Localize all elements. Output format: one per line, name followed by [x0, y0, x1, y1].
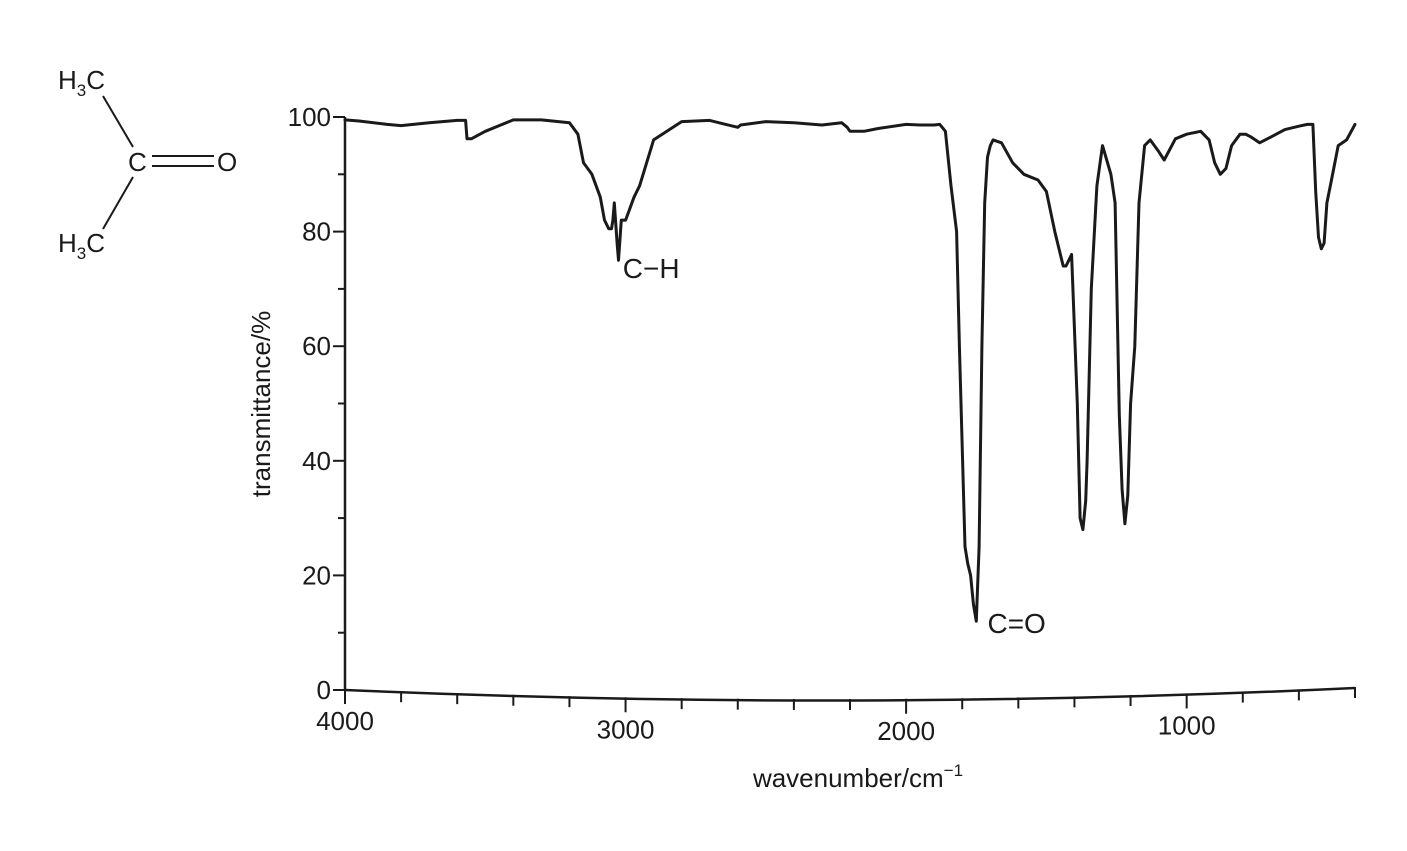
- y-tick-label: 0: [317, 675, 331, 705]
- methyl-bottom-label: H3C: [58, 228, 105, 263]
- methyl-top-label: H3C: [58, 65, 105, 100]
- y-tick-label: 80: [302, 217, 331, 247]
- y-axis-title: transmittance/%: [246, 311, 276, 497]
- x-axis-title-superscript: −1: [944, 761, 963, 780]
- peak-annotations: C−H C=O: [623, 253, 1046, 639]
- x-axis-ticks: 4000 3000 2000 1000: [316, 687, 1356, 746]
- y-tick-label: 20: [302, 560, 331, 590]
- x-tick-label: 3000: [597, 714, 655, 744]
- transmittance-series-line: [343, 118, 1357, 623]
- bond-bottom-methyl: [102, 176, 134, 230]
- bond-top-methyl: [102, 95, 134, 148]
- y-tick-label: 60: [302, 331, 331, 361]
- x-tick-label: 1000: [1158, 710, 1216, 740]
- methyl-bottom-subscript: 3: [77, 244, 86, 263]
- methyl-top-h: H: [58, 65, 77, 95]
- methyl-bottom-h: H: [58, 228, 77, 258]
- x-axis-line: [344, 686, 1356, 702]
- x-tick-label: 2000: [877, 716, 935, 746]
- methyl-bottom-c: C: [86, 228, 105, 258]
- y-tick-label: 40: [302, 446, 331, 476]
- methyl-top-subscript: 3: [77, 81, 86, 100]
- methyl-top-c: C: [86, 65, 105, 95]
- carbonyl-carbon-label: C: [128, 147, 147, 177]
- x-axis-title-text: wavenumber/cm: [752, 763, 944, 793]
- x-tick-label: 4000: [316, 706, 374, 736]
- y-tick-label: 100: [288, 102, 331, 132]
- carbonyl-oxygen-label: O: [217, 147, 237, 177]
- x-axis-title: wavenumber/cm−1: [752, 761, 963, 793]
- peak-annotation-label: C−H: [623, 253, 680, 284]
- acetone-structure: H3C C O H3C: [58, 65, 237, 263]
- y-axis-ticks: 0 20 40 60 80 100: [288, 102, 345, 705]
- peak-annotation-label: C=O: [987, 608, 1045, 639]
